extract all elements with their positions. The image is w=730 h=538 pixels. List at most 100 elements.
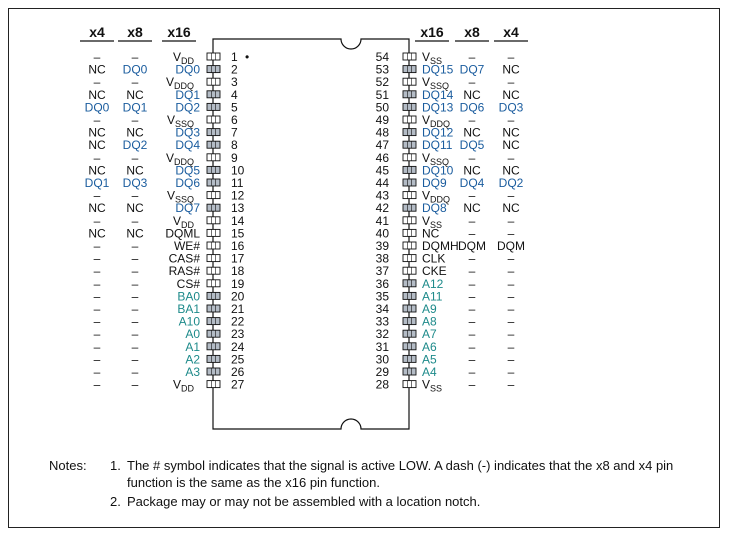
pin-row-right-28: 28 VSS – – bbox=[376, 378, 515, 394]
x16-function: DQ13 bbox=[422, 100, 454, 114]
x8-function: – bbox=[469, 50, 476, 64]
x4-function: – bbox=[94, 378, 101, 392]
x4-function: DQ1 bbox=[85, 176, 110, 190]
pin-row-right-33: 33 A8 – – bbox=[376, 315, 515, 329]
pin-lead bbox=[206, 140, 221, 149]
pin-row-left-9: – – VDDQ 9 bbox=[94, 151, 238, 167]
pin-row-left-15: NC NC DQML 15 bbox=[88, 226, 244, 240]
pin-row-right-29: 29 A4 – – bbox=[376, 365, 515, 379]
x16-function: VDDQ bbox=[166, 75, 194, 91]
pin-lead bbox=[206, 203, 221, 212]
pin-lead bbox=[206, 52, 221, 61]
x16-function: VSS bbox=[422, 50, 442, 66]
pin-number: 39 bbox=[376, 239, 390, 253]
x16-function: VSSQ bbox=[422, 151, 449, 167]
pin-row-right-51: 51 DQ14 NC NC bbox=[376, 88, 520, 102]
pin-lead bbox=[402, 380, 417, 389]
chip-body bbox=[212, 38, 410, 430]
pin-row-right-48: 48 DQ12 NC NC bbox=[376, 126, 520, 140]
x4-function: – bbox=[94, 365, 101, 379]
x4-function: – bbox=[508, 264, 515, 278]
pin-lead bbox=[402, 342, 417, 351]
pin-number: 49 bbox=[376, 113, 390, 127]
x4-function: – bbox=[94, 277, 101, 291]
pin-row-right-34: 34 A9 – – bbox=[376, 302, 515, 316]
pin-row-left-3: – – VDDQ 3 bbox=[94, 75, 238, 91]
pin-row-left-22: – – A10 22 bbox=[94, 315, 245, 329]
x4-function: – bbox=[94, 189, 101, 203]
pin-row-left-4: NC NC DQ1 4 bbox=[88, 88, 238, 102]
pin-lead bbox=[402, 77, 417, 86]
x4-function: NC bbox=[502, 163, 520, 177]
x8-function: – bbox=[469, 226, 476, 240]
notes-heading: Notes: bbox=[49, 458, 87, 473]
pin-lead bbox=[206, 102, 221, 111]
pin-lead bbox=[402, 165, 417, 174]
pin-lead bbox=[206, 266, 221, 275]
pin-number: 36 bbox=[376, 277, 390, 291]
x8-function: – bbox=[132, 151, 139, 165]
pin-row-left-19: – – CS# 19 bbox=[94, 277, 245, 291]
x16-function: A8 bbox=[422, 315, 437, 329]
x8-function: – bbox=[132, 289, 139, 303]
pin-lead bbox=[402, 266, 417, 275]
pin-number: 27 bbox=[231, 378, 245, 392]
pin-lead bbox=[402, 304, 417, 313]
pin-number: 50 bbox=[376, 100, 390, 114]
x16-function: VDDQ bbox=[422, 189, 450, 205]
pin-lead bbox=[402, 115, 417, 124]
pin-lead bbox=[402, 65, 417, 74]
x16-function: VSSQ bbox=[422, 75, 449, 91]
pin-lead bbox=[206, 178, 221, 187]
pin-number: 30 bbox=[376, 352, 390, 366]
pin-row-right-31: 31 A6 – – bbox=[376, 340, 515, 354]
x16-function: VSS bbox=[422, 378, 442, 394]
pin-number: 18 bbox=[231, 264, 245, 278]
x4-function: – bbox=[94, 214, 101, 228]
pin-number: 51 bbox=[376, 88, 390, 102]
x16-function: A12 bbox=[422, 277, 444, 291]
x8-function: – bbox=[469, 352, 476, 366]
pin-lead bbox=[206, 90, 221, 99]
pin-row-left-20: – – BA0 20 bbox=[94, 289, 245, 303]
pin-row-left-7: NC NC DQ3 7 bbox=[88, 126, 238, 140]
x16-function: DQ7 bbox=[175, 201, 200, 215]
x8-function: – bbox=[132, 302, 139, 316]
x4-function: NC bbox=[88, 201, 106, 215]
pin-row-left-5: DQ0 DQ1 DQ2 5 bbox=[85, 100, 238, 114]
x8-function: DQ3 bbox=[123, 176, 148, 190]
pin-row-left-17: – – CAS# 17 bbox=[94, 252, 245, 266]
pin-row-right-46: 46 VSSQ – – bbox=[376, 151, 515, 167]
x4-function: – bbox=[94, 352, 101, 366]
x8-function: – bbox=[469, 340, 476, 354]
x8-function: – bbox=[132, 264, 139, 278]
x16-function: CAS# bbox=[169, 252, 201, 266]
x16-function: CLK bbox=[422, 252, 445, 266]
x4-function: – bbox=[508, 75, 515, 89]
chip-package bbox=[212, 38, 410, 430]
pin-lead bbox=[402, 90, 417, 99]
pin-number: 48 bbox=[376, 126, 390, 140]
pin-number: 28 bbox=[376, 378, 390, 392]
pin-row-right-37: 37 CKE – – bbox=[376, 264, 515, 278]
pin-number: 6 bbox=[231, 113, 238, 127]
x8-function: – bbox=[469, 277, 476, 291]
pin-row-right-52: 52 VSSQ – – bbox=[376, 75, 515, 91]
x8-function: – bbox=[132, 378, 139, 392]
header-left-x8: x8 bbox=[127, 24, 143, 40]
x16-function: DQ14 bbox=[422, 88, 454, 102]
pin-row-left-27: – – VDD 27 bbox=[94, 378, 245, 394]
x4-function: – bbox=[94, 289, 101, 303]
x4-function: – bbox=[508, 277, 515, 291]
pin-number: 45 bbox=[376, 163, 390, 177]
pin-lead bbox=[402, 203, 417, 212]
x16-function: A4 bbox=[422, 365, 437, 379]
x16-function: VDDQ bbox=[166, 151, 194, 167]
header-right-x16: x16 bbox=[420, 24, 444, 40]
x4-function: NC bbox=[88, 126, 106, 140]
x16-function: BA0 bbox=[177, 289, 200, 303]
pin-lead bbox=[206, 317, 221, 326]
x16-function: VSS bbox=[422, 214, 442, 230]
x4-function: – bbox=[508, 113, 515, 127]
